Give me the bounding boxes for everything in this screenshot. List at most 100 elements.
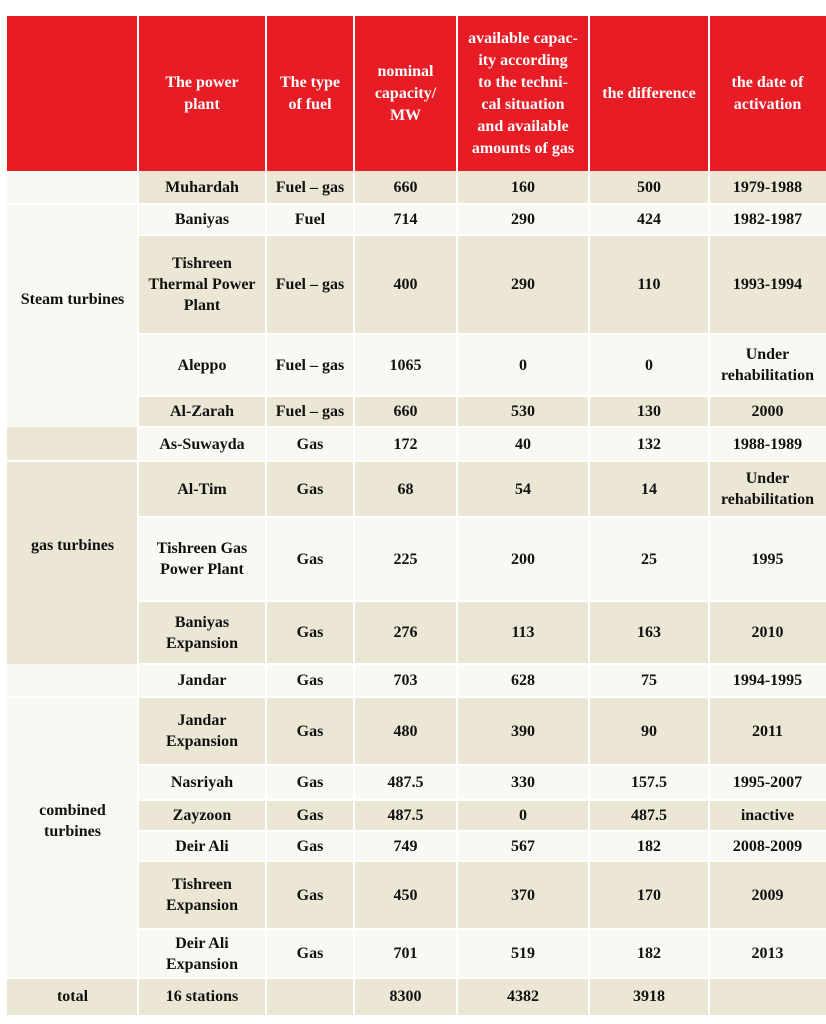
cell-plant: Tishreen Expansion (138, 861, 266, 929)
header-cell: the difference (589, 16, 709, 171)
column-divider (265, 16, 267, 1015)
row-divider (138, 860, 826, 862)
cell-date: 1988-1989 (709, 427, 826, 461)
row-divider (7, 977, 826, 979)
group-label: combined turbines (7, 664, 138, 978)
cell-nominal: 225 (354, 517, 457, 601)
row-divider (7, 203, 826, 205)
total-nominal: 8300 (354, 978, 457, 1015)
cell-fuel: Gas (266, 765, 354, 800)
cell-difference: 170 (589, 861, 709, 929)
cell-difference: 182 (589, 831, 709, 861)
cell-date: 2013 (709, 929, 826, 978)
cell-difference: 487.5 (589, 800, 709, 831)
cell-date: 1994-1995 (709, 664, 826, 697)
header-cell: nominal capacity/ MW (354, 16, 457, 171)
cell-plant: Tishreen Gas Power Plant (138, 517, 266, 601)
cell-available: 330 (457, 765, 589, 800)
cell-fuel: Fuel (266, 204, 354, 235)
column-divider (353, 16, 355, 1015)
cell-available: 390 (457, 697, 589, 765)
header-cell: The type of fuel (266, 16, 354, 171)
cell-available: 519 (457, 929, 589, 978)
row-divider (138, 830, 826, 832)
cell-plant: Nasriyah (138, 765, 266, 800)
cell-fuel: Gas (266, 861, 354, 929)
cell-nominal: 450 (354, 861, 457, 929)
cell-available: 113 (457, 601, 589, 664)
cell-difference: 14 (589, 461, 709, 517)
cell-plant: Deir Ali (138, 831, 266, 861)
cell-date: 1993-1994 (709, 235, 826, 334)
cell-nominal: 1065 (354, 334, 457, 396)
cell-nominal: 660 (354, 171, 457, 204)
row-divider (7, 696, 826, 698)
cell-date: 2011 (709, 697, 826, 765)
cell-fuel: Fuel – gas (266, 396, 354, 427)
column-divider (708, 16, 710, 1015)
cell-available: 567 (457, 831, 589, 861)
cell-fuel: Gas (266, 831, 354, 861)
row-divider (7, 460, 826, 462)
cell-fuel: Fuel – gas (266, 171, 354, 204)
cell-difference: 110 (589, 235, 709, 334)
cell-plant: Muhardah (138, 171, 266, 204)
row-divider (138, 764, 826, 766)
cell-fuel: Gas (266, 427, 354, 461)
cell-available: 290 (457, 235, 589, 334)
cell-fuel: Fuel – gas (266, 334, 354, 396)
header-cell: the date of activation (709, 16, 826, 171)
total-available: 4382 (457, 978, 589, 1015)
cell-plant: Zayzoon (138, 800, 266, 831)
row-divider (138, 663, 826, 665)
cell-difference: 130 (589, 396, 709, 427)
cell-nominal: 660 (354, 396, 457, 427)
row-divider (138, 516, 826, 518)
cell-available: 0 (457, 334, 589, 396)
total-difference: 3918 (589, 978, 709, 1015)
cell-date: 2009 (709, 861, 826, 929)
row-divider (138, 234, 826, 236)
cell-date: 1982-1987 (709, 204, 826, 235)
cell-fuel: Gas (266, 929, 354, 978)
cell-available: 40 (457, 427, 589, 461)
header-cell (7, 16, 138, 171)
total-label: total (7, 978, 138, 1015)
cell-plant: Baniyas (138, 204, 266, 235)
cell-nominal: 68 (354, 461, 457, 517)
cell-fuel: Gas (266, 601, 354, 664)
header-cell: available capac- ity according to the te… (457, 16, 589, 171)
cell-nominal: 487.5 (354, 765, 457, 800)
cell-fuel: Gas (266, 664, 354, 697)
cell-available: 200 (457, 517, 589, 601)
cell-available: 160 (457, 171, 589, 204)
row-divider (138, 928, 826, 930)
cell-plant: As-Suwayda (138, 427, 266, 461)
cell-difference: 182 (589, 929, 709, 978)
cell-plant: Aleppo (138, 334, 266, 396)
cell-plant: Jandar Expansion (138, 697, 266, 765)
cell-date: 1995 (709, 517, 826, 601)
cell-plant: Al-Tim (138, 461, 266, 517)
cell-date: Under rehabilitation (709, 334, 826, 396)
cell-available: 290 (457, 204, 589, 235)
cell-difference: 424 (589, 204, 709, 235)
cell-difference: 163 (589, 601, 709, 664)
cell-nominal: 749 (354, 831, 457, 861)
cell-difference: 500 (589, 171, 709, 204)
row-divider (138, 426, 826, 428)
cell-available: 530 (457, 396, 589, 427)
cell-date: 2000 (709, 396, 826, 427)
cell-available: 628 (457, 664, 589, 697)
total-fuel (266, 978, 354, 1015)
total-date (709, 978, 826, 1015)
row-divider (138, 799, 826, 801)
cell-fuel: Gas (266, 517, 354, 601)
cell-difference: 157.5 (589, 765, 709, 800)
column-divider (137, 16, 139, 1015)
cell-available: 370 (457, 861, 589, 929)
cell-nominal: 172 (354, 427, 457, 461)
total-plant: 16 stations (138, 978, 266, 1015)
cell-fuel: Fuel – gas (266, 235, 354, 334)
cell-plant: Baniyas Expansion (138, 601, 266, 664)
